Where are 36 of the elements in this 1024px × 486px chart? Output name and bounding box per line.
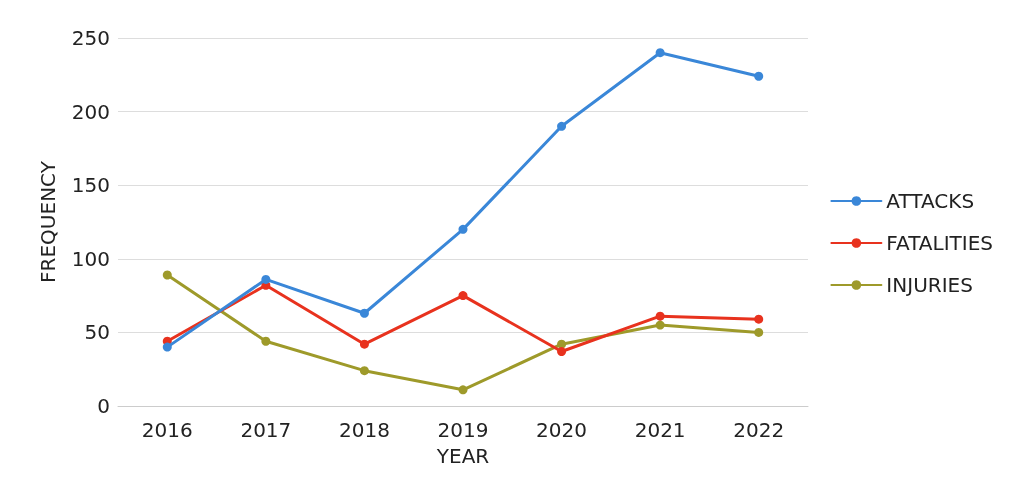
point [261,274,271,284]
legend-label: ATTACKS [886,189,975,213]
point [458,385,468,395]
y-tick-label: 50 [84,320,110,345]
x-tick-label: 2019 [437,418,489,442]
point [162,270,172,280]
point [754,314,764,324]
x-tick-label: 2016 [141,418,193,442]
point [359,366,369,376]
y-tick-label: 100 [71,246,110,271]
x-tick-label: 2022 [733,418,785,442]
point [557,347,567,357]
y-tick-label: 250 [71,26,110,50]
point [162,342,172,352]
y-axis-title: FREQUENCY [36,160,60,283]
point [261,336,271,346]
y-tick-label: 150 [71,173,110,198]
x-tick-label: 2017 [240,418,292,442]
x-tick-label: 2018 [338,418,390,442]
point [754,327,764,337]
point [359,308,369,318]
point [655,311,665,321]
point [754,71,764,81]
point [458,291,468,301]
point [655,320,665,330]
x-tick-label: 2020 [536,418,588,442]
point [655,48,665,58]
point [458,224,468,234]
y-tick-label: 0 [97,394,110,418]
point [557,121,567,131]
x-tick-label: 2021 [634,418,686,442]
legend-label: FATALITIES [886,231,994,255]
point [359,339,369,349]
legend-label: INJURIES [886,273,973,297]
x-axis-title: YEAR [435,444,490,468]
y-tick-label: 200 [71,99,110,124]
